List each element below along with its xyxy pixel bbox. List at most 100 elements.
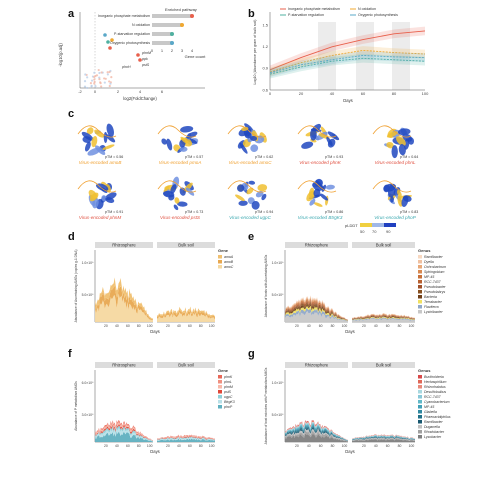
panel-e-area-0-2 [285, 305, 348, 321]
panel-g-legend-swatch-3 [418, 390, 422, 394]
a-point [106, 71, 109, 74]
panel-g-xlabel: Days [345, 449, 355, 454]
panel-g-xtick-0: 20 [295, 444, 299, 448]
c-coil [77, 125, 117, 138]
panel-g-area-1-12 [352, 434, 415, 440]
c-structure-segment [397, 195, 403, 207]
panel-g-legend-swatch-0 [418, 375, 422, 379]
a-xticks: -2 0 2 4 6 [78, 89, 164, 94]
c-structure-segment [103, 131, 108, 144]
panel-e-legend-label-11: Lysinibacter [424, 310, 443, 314]
panel-g-xtick-4: 100 [342, 444, 348, 448]
c-structure-segment [313, 188, 321, 198]
panel-g-legend-swatch-2 [418, 385, 422, 389]
c-coil [372, 125, 412, 138]
a-bar-3 [152, 41, 172, 45]
panel-d-area-1-0 [157, 311, 215, 322]
b-line-1 [269, 49, 426, 73]
panel-e-legend-label-3: Sphingobium [424, 270, 445, 274]
c-structure-segment [170, 184, 177, 194]
c-ptm-1: pTM = 0.57 [185, 155, 203, 159]
c-structure-segment [91, 136, 98, 148]
panel-f-strip-right-label: Bulk soil [178, 362, 194, 367]
panel-g-legend-label-1: Herbaspirillum [424, 380, 446, 384]
panel-f-area-1-4 [157, 435, 215, 440]
panel-e-legend-swatch-4 [418, 275, 422, 279]
panel-f-strip-right [157, 362, 215, 368]
panel-f-legend-label-4: ugpC [224, 395, 233, 399]
a-legend-title: Enriched pathway [165, 7, 197, 12]
c-label-6: Virus-encoded pstS [160, 215, 201, 220]
a-point-label-1: ppk [141, 57, 148, 61]
panel-f-legend-label-6: phoP [223, 405, 233, 409]
panel-e-xtick-9: 100 [409, 324, 415, 328]
a-point [108, 84, 111, 88]
panel-g-xtick-7: 60 [386, 444, 390, 448]
c-structure-segment [177, 201, 188, 207]
panel-g-legend-swatch-1 [418, 380, 422, 384]
c-structure-segment [102, 144, 115, 150]
a-highlight-point-4 [138, 58, 142, 62]
panel-g-legend-label-2: Rhizorhabdus [424, 385, 446, 389]
panel-f-ylabel: Abundance of P metabolism AMGs [74, 381, 78, 431]
panel-f-legend-label-1: phnL [223, 380, 232, 384]
panel-d-legend-label-2: amoC [224, 265, 234, 269]
c-structure-segment [94, 129, 105, 138]
c-label-5: Virus-encoded phnM [79, 215, 121, 220]
panel-g-ytick-0: 1.0×10⁹ [272, 381, 284, 385]
a-point-labels: phnM ppk pstS phoH [121, 51, 151, 69]
c-ptm-4: pTM = 0.64 [400, 155, 418, 159]
c-ptm-9: pTM = 0.83 [400, 210, 418, 214]
a-xtick-4: 6 [161, 89, 164, 94]
c-label-0: Virus-encoded amoB [79, 160, 122, 165]
a-highlight-point-1 [110, 38, 114, 42]
c-structure-segment [255, 191, 264, 198]
panel-d-legend-swatch-0 [218, 255, 222, 259]
a-point [98, 77, 101, 81]
c-label-2: Virus-encoded amoC [228, 160, 272, 165]
a-point [83, 85, 87, 88]
a-point [99, 82, 102, 85]
panel-e-area-1-6 [352, 314, 415, 320]
panel-f-legend-label-5: BtrgK3 [224, 400, 235, 404]
c-structure-segment [390, 196, 394, 203]
panel-g-area-1-2 [352, 437, 415, 441]
panel-e-legend-label-4: MP-45 [424, 275, 434, 279]
c-structure-segment [244, 132, 252, 139]
panel-f-xtick-8: 80 [199, 444, 203, 448]
a-point [93, 80, 96, 84]
panel-e-xtick-7: 60 [386, 324, 390, 328]
c-structure-segment [257, 184, 268, 192]
b-ribbon-0 [270, 26, 425, 75]
b-legend-label-2: P-starvation regulation [288, 13, 324, 17]
a-pathway-label-0: Inorganic phosphate metabolism [98, 14, 150, 18]
panel-e-ylabel: Abundance of hosts with Ascertaining AMG… [264, 254, 268, 317]
panel-e-legend-label-7: Pseudolabrys [424, 290, 445, 294]
b-ribbon-2 [270, 54, 425, 79]
a-point [93, 75, 96, 79]
c-structure-segment [179, 146, 188, 152]
panel-f-strip-left-label: Rhizosphere [112, 362, 136, 367]
c-structure-segment [96, 183, 109, 192]
c-ptm-8: pTM = 0.86 [325, 210, 343, 214]
a-point [93, 71, 96, 74]
a-bar-tick-1: 1 [161, 48, 164, 53]
a-bar-tick-3: 3 [181, 48, 184, 53]
c-structure-segment [383, 184, 390, 193]
plddt-mid [372, 223, 384, 227]
panel-g-legend-label-3: Desulfobulbus [424, 390, 446, 394]
a-bar-tick-4: 4 [191, 48, 194, 53]
panel-e-legend-swatch-0 [418, 255, 422, 259]
a-point [110, 76, 113, 79]
b-xtick-5: 100 [422, 91, 429, 96]
panel-e-area-1-11 [352, 313, 415, 319]
panel-f-legend-swatch-3 [218, 390, 222, 394]
a-point [83, 80, 87, 83]
panel-g-legend-label-0: Burkholderia [424, 375, 444, 379]
panel-g-area-1-4 [352, 436, 415, 441]
c-structure-segment [174, 197, 180, 204]
c-structure-segment [86, 127, 94, 135]
panel-g-legend-swatch-8 [418, 415, 422, 419]
a-point [104, 77, 107, 80]
